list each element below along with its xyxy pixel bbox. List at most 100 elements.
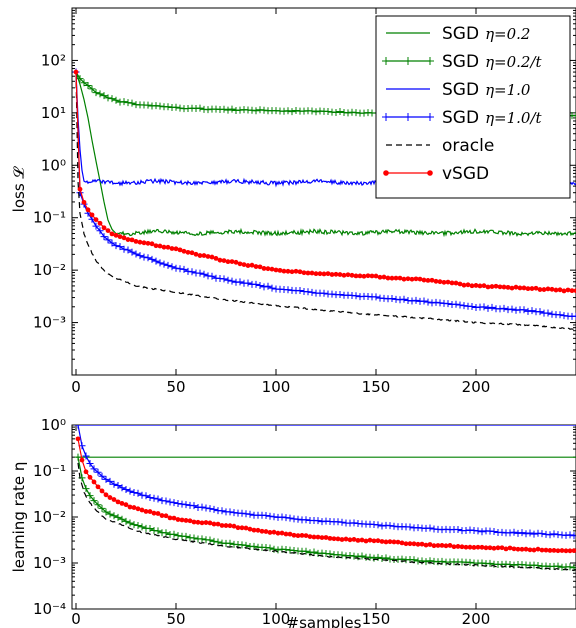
dot-marker [357,273,363,279]
plus-marker [160,260,168,268]
dot-marker [105,228,111,234]
plus-marker [324,107,332,115]
dot-marker [211,521,217,527]
plus-marker [74,453,82,461]
plus-marker [500,304,508,312]
plus-marker [508,305,516,313]
dot-marker [245,263,251,268]
plus-marker [526,529,534,537]
dot-marker [331,536,337,542]
plus-marker [90,497,98,505]
plus-marker [388,294,396,302]
plus-marker [198,535,206,543]
dot-marker [77,186,83,192]
dot-marker [417,276,423,282]
dot-marker [145,240,151,246]
dot-marker [329,272,335,277]
dot-marker [549,286,555,292]
dot-marker [147,509,153,514]
plus-marker [244,279,252,287]
dot-marker [545,286,551,292]
dot-marker [497,284,503,290]
dot-marker [523,546,529,552]
plus-marker [224,106,232,114]
dot-marker [495,545,501,551]
legend-label: vSGD [442,164,489,184]
plus-marker [530,530,538,538]
dot-marker [171,515,177,521]
plus-marker [570,532,576,540]
plus-marker [146,493,154,501]
dot-marker [223,523,229,528]
plus-marker [238,541,246,549]
plus-marker [106,510,114,518]
dot-marker [551,548,557,553]
plus-marker [414,524,422,532]
plus-marker [268,284,276,292]
plus-marker [338,518,346,526]
dot-marker [101,225,107,231]
loss-series-group [72,68,576,331]
plus-marker [218,507,226,515]
dot-marker [483,545,489,551]
plus-marker [130,488,138,496]
plus-marker [220,105,228,113]
dot-marker [521,285,527,291]
dot-marker [73,69,79,75]
plus-marker [308,107,316,115]
dot-marker [401,276,407,282]
dot-marker [405,276,411,282]
plus-marker [126,487,134,495]
plus-marker [190,534,198,542]
plus-marker [262,511,270,519]
plus-marker [320,289,328,297]
plus-marker [424,298,432,306]
plus-marker [422,558,430,566]
dot-marker [547,548,553,553]
plus-marker [236,278,244,286]
series-line [77,462,576,572]
plus-marker [182,501,190,509]
plus-marker [314,517,322,525]
dot-marker [135,506,141,512]
plus-marker [102,475,110,483]
dot-marker [563,548,569,554]
y-tick-label: 10⁻² [33,508,66,526]
dot-marker [113,232,119,238]
dot-marker [117,234,123,240]
plus-marker [296,286,304,294]
dot-marker [449,280,455,286]
dot-marker [107,495,113,500]
y-tick-label: 10⁻¹ [33,209,66,227]
plus-marker [250,542,258,550]
dot-marker [503,546,509,552]
plus-marker [180,265,188,273]
plus-marker [128,99,136,107]
dot-marker [561,288,567,294]
dot-marker [475,544,481,550]
dot-marker [335,536,341,542]
y-tick-label: 10² [41,51,66,69]
plus-marker [488,303,496,311]
plus-marker [178,500,186,508]
dot-marker [159,513,165,518]
dot-marker [465,282,471,288]
plus-marker [86,492,94,500]
dot-marker [359,537,365,543]
plus-marker [118,515,126,523]
dot-marker [461,282,467,288]
plus-marker [90,465,98,473]
y-tick-label: 10⁻² [33,261,66,279]
plus-marker [344,109,352,117]
plus-marker [274,546,282,554]
plus-marker [104,236,112,244]
dot-marker [119,500,125,506]
dot-marker [425,277,431,283]
plus-marker [144,254,152,262]
plus-marker [94,501,102,509]
dot-marker [219,523,225,528]
dot-marker [197,253,203,258]
dot-marker [559,548,565,553]
dot-marker [163,513,169,519]
